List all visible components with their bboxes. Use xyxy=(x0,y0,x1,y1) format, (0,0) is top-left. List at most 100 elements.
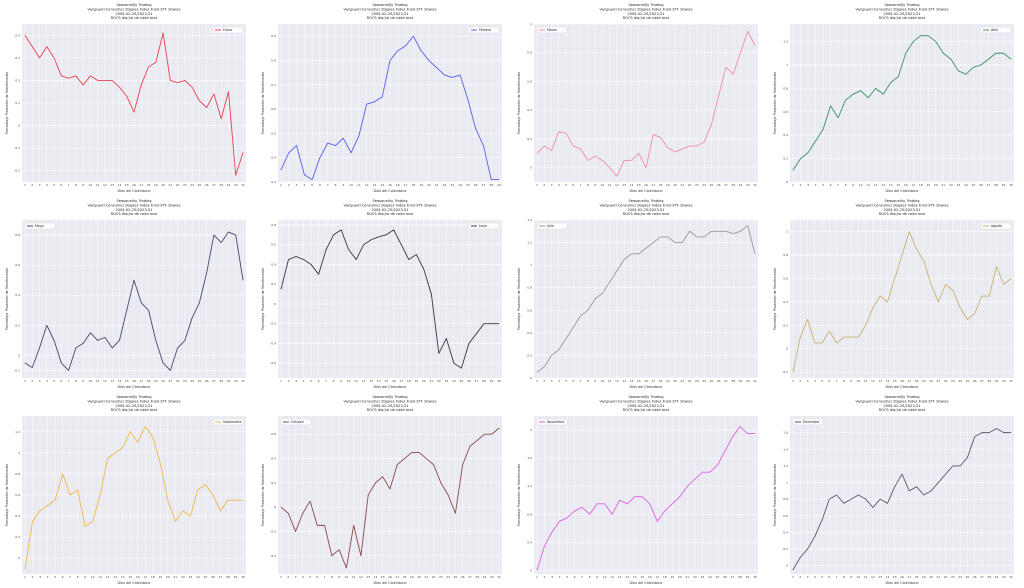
x-tick-label: 31 xyxy=(497,575,501,579)
x-tick-label: 3 xyxy=(551,183,553,187)
x-tick-label: 16 xyxy=(900,379,904,383)
x-tick-label: 9 xyxy=(342,183,344,187)
data-point xyxy=(24,34,26,36)
x-tick-label: 26 xyxy=(973,379,977,383)
chart-title-line: ROCS dia(no de cada mes xyxy=(367,16,414,20)
x-tick-label: 26 xyxy=(717,379,721,383)
x-tick-label: 31 xyxy=(753,379,757,383)
x-tick-label: 13 xyxy=(110,183,114,187)
x-tick-label: 18 xyxy=(915,379,919,383)
x-tick-label: 26 xyxy=(211,575,215,579)
x-tick-label: 27 xyxy=(475,379,479,383)
x-tick-label: 23 xyxy=(188,575,192,579)
x-tick-label: 25 xyxy=(459,379,463,383)
x-tick-label: 9 xyxy=(340,379,342,383)
x-tick-label: 7 xyxy=(69,575,71,579)
x-tick-label: 1 xyxy=(536,379,538,383)
x-tick-label: 20 xyxy=(673,379,677,383)
x-tick-label: 21 xyxy=(680,183,684,187)
x-tick-label: 12 xyxy=(359,575,363,579)
x-tick-label: 4 xyxy=(46,379,48,383)
x-tick-label: 12 xyxy=(871,379,875,383)
x-tick-label: 29 xyxy=(995,575,999,579)
x-tick-label: 16 xyxy=(132,183,136,187)
chart-panel: 0 0.4 0.8 1.2 1.6 2 1 2 3 4 5 6 7 8 9 10 11 12 13 14 15 16 17 1… xyxy=(512,392,768,588)
x-tick-label: 28 xyxy=(219,183,223,187)
chart-panel: 0.3 0.4 0.5 0.6 0.7 0.8 0.9 1 2 3 4 5 6 7 8 9 10 11 12 13 14… xyxy=(256,0,512,196)
y-tick-label: -0.1 xyxy=(14,368,20,372)
data-point xyxy=(656,520,658,522)
data-point xyxy=(544,545,545,547)
y-tick-label: 0.4 xyxy=(527,331,532,335)
x-tick-label: 22 xyxy=(176,379,180,383)
x-tick-label: 22 xyxy=(443,183,447,187)
data-point xyxy=(107,457,109,459)
x-tick-label: 14 xyxy=(630,183,634,187)
chart-title-line: 2004-02-25/2023-01 xyxy=(627,208,664,212)
chart-panel: -0.6 -0.4 -0.2 0 0.2 0.4 0.6 0.8 1 2 3 4 5 6 7 8 9 10 11 12… xyxy=(256,196,512,392)
legend-box xyxy=(980,222,1012,230)
x-tick-label: 1 xyxy=(792,575,794,579)
data-point xyxy=(453,362,455,364)
x-tick-label: 7 xyxy=(837,183,839,187)
data-point xyxy=(681,148,683,150)
data-point xyxy=(129,431,131,433)
data-point xyxy=(634,496,636,498)
data-point xyxy=(440,482,442,484)
x-tick-label: 24 xyxy=(708,575,712,579)
x-tick-label: 25 xyxy=(203,575,207,579)
data-point xyxy=(296,145,297,146)
chart-title-line: Vanguard Consumer Staples Index Fund ETF… xyxy=(600,203,693,207)
x-tick-label: 21 xyxy=(168,183,172,187)
x-tick-label: 3 xyxy=(807,379,809,383)
y-tick-label: -0.4 xyxy=(270,341,276,345)
x-tick-label: 13 xyxy=(878,379,882,383)
data-point xyxy=(366,103,367,105)
x-tick-label: 4 xyxy=(558,379,560,383)
data-point xyxy=(152,436,154,438)
x-tick-label: 19 xyxy=(922,575,926,579)
x-tick-label: 8 xyxy=(333,379,335,383)
x-tick-label: 24 xyxy=(958,379,962,383)
data-point xyxy=(455,512,456,514)
legend-box xyxy=(212,26,244,34)
data-point xyxy=(974,313,976,314)
x-tick-label: 17 xyxy=(911,183,915,187)
data-point xyxy=(631,253,632,255)
y-tick-label: 0.8 xyxy=(271,58,276,62)
data-point xyxy=(47,505,48,506)
chart-title-line: 2004-02-25/2023-01 xyxy=(883,208,920,212)
y-tick-label: 0.2 xyxy=(783,547,788,551)
data-point xyxy=(295,531,296,532)
data-point xyxy=(572,145,574,147)
x-tick-label: 7 xyxy=(581,575,583,579)
data-point xyxy=(68,77,69,79)
x-tick-label: 8 xyxy=(587,183,589,187)
data-point xyxy=(649,503,651,505)
x-tick-label: 9 xyxy=(338,575,340,579)
chart-title-line: Vanguard Consumer Staples Index Fund ETF… xyxy=(600,399,693,403)
x-tick-label: 17 xyxy=(404,183,408,187)
y-tick-label: 0.4 xyxy=(15,514,20,518)
data-point xyxy=(438,352,440,354)
x-tick-label: 3 xyxy=(295,379,297,383)
x-tick-label: 11 xyxy=(864,575,868,579)
x-tick-label: 5 xyxy=(565,183,567,187)
data-point xyxy=(974,436,976,438)
data-point xyxy=(228,91,229,93)
y-tick-label: 0.8 xyxy=(15,233,20,237)
x-tick-label: 15 xyxy=(125,183,129,187)
x-tick-label: 11 xyxy=(352,575,356,579)
data-point xyxy=(558,131,560,133)
y-tick-label: 0.5 xyxy=(271,131,276,135)
x-tick-label: 20 xyxy=(161,183,165,187)
chart-title-line: Seasonality Trading xyxy=(884,3,919,7)
x-tick-label: 2 xyxy=(799,379,801,383)
data-point xyxy=(32,520,33,522)
y-tick-label: 0.4 xyxy=(271,457,276,461)
y-tick-label: 0 xyxy=(18,353,20,357)
x-tick-label: 27 xyxy=(980,575,984,579)
x-tick-label: 24 xyxy=(446,575,450,579)
chart-svg: 00.20.40.60.811.21.41.61 2 3 4 5 6 7 8 9 10 11 12 13… xyxy=(773,395,1014,585)
data-point xyxy=(213,93,215,95)
